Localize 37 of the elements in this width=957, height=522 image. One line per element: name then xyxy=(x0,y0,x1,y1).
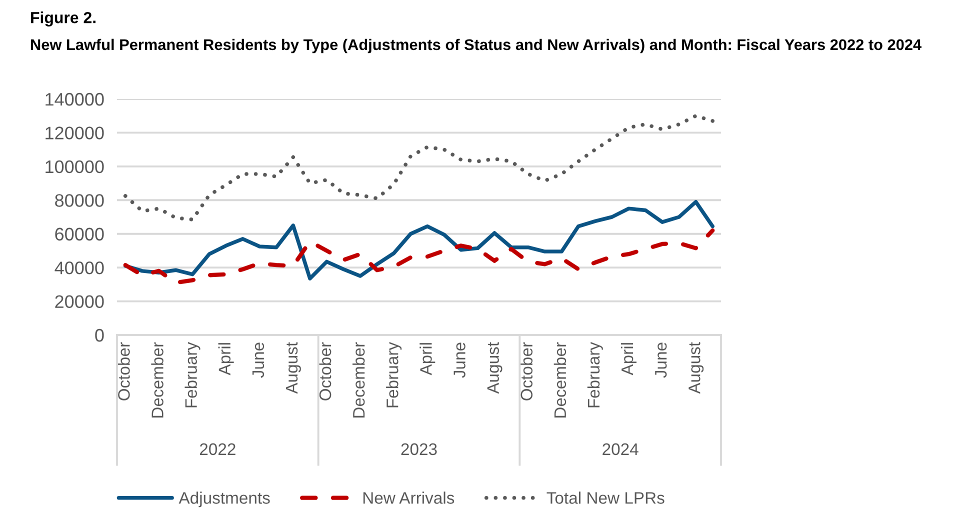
text: 2022 xyxy=(200,443,236,456)
legend-label: New Arrivals xyxy=(363,492,454,504)
x-tick-label: June xyxy=(252,342,264,378)
x-tick-label: June xyxy=(655,342,667,378)
text: 2023 xyxy=(401,443,437,456)
y-tick-label: 120000 xyxy=(46,126,104,140)
legend-label: Adjustments xyxy=(178,492,270,508)
x-tick-label: December xyxy=(554,342,566,418)
y-tick-label: 0 xyxy=(95,328,104,342)
x-tick-label: April xyxy=(420,343,436,376)
x-tick-label: August xyxy=(487,342,502,394)
y-tick-label: 100000 xyxy=(46,160,104,174)
y-tick-label: 140000 xyxy=(46,92,104,106)
x-tick-label: June xyxy=(454,342,466,378)
x-tick-label: February xyxy=(386,342,402,408)
y-tick-label: 40000 xyxy=(54,262,104,274)
y-tick-label: 60000 xyxy=(55,228,104,241)
y-tick-label: 80000 xyxy=(55,194,104,207)
x-tick-label: October xyxy=(318,342,332,400)
line-series xyxy=(124,200,714,280)
x-tick-label: August xyxy=(688,342,704,394)
line-series xyxy=(124,114,714,222)
y-tick-label: 20000 xyxy=(55,295,104,308)
x-tick-label: December xyxy=(151,342,164,418)
x-tick-label: February xyxy=(587,342,603,408)
x-tick-label: December xyxy=(352,342,365,418)
x-tick-label: April xyxy=(620,343,636,376)
x-tick-label: August xyxy=(286,342,301,394)
legend-label: Total New LPRs xyxy=(546,492,664,504)
chart-subtitle: New Lawful Permanent Residents by Type (Adjustments of Status and New Arrivals) and Month: Fiscal Years 2022 to 2024 xyxy=(31,38,922,54)
chart-title: Figure 2. xyxy=(31,12,96,26)
text: 2024 xyxy=(602,443,638,456)
line-series xyxy=(123,228,715,285)
x-tick-label: October xyxy=(118,342,130,400)
x-tick-label: February xyxy=(184,342,200,408)
x-tick-label: April xyxy=(218,343,234,376)
x-tick-label: October xyxy=(520,342,533,400)
